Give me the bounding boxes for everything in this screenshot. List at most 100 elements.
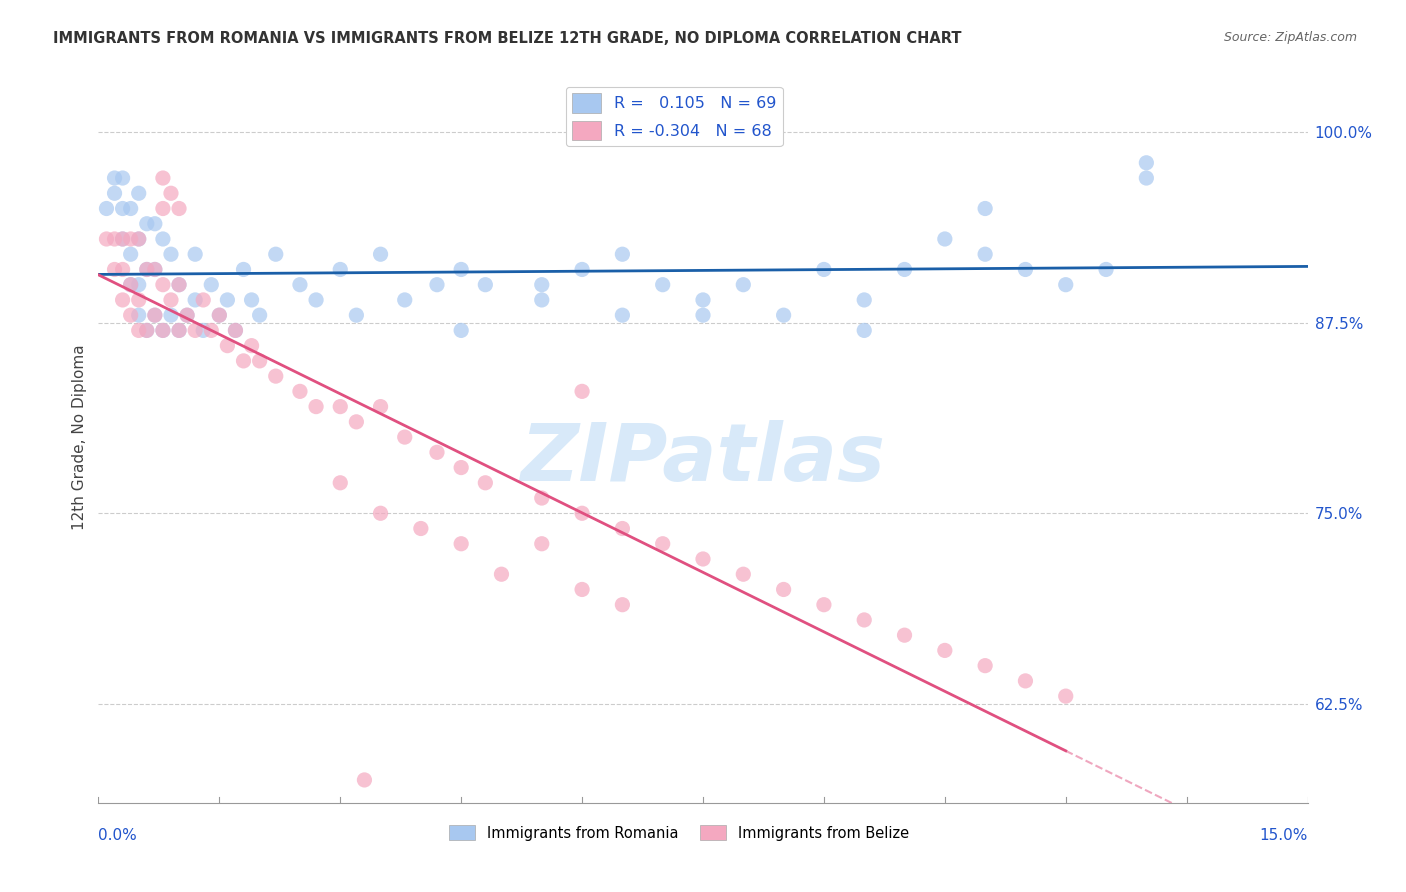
Point: [329, 262, 352, 277]
Point: [450, 262, 472, 277]
Point: [733, 567, 755, 582]
Point: [193, 323, 215, 337]
Point: [450, 323, 472, 337]
Point: [217, 339, 239, 353]
Point: [224, 323, 246, 337]
Point: [160, 308, 183, 322]
Point: [370, 506, 392, 520]
Point: [111, 232, 134, 246]
Point: [288, 384, 311, 399]
Point: [111, 293, 134, 307]
Point: [160, 186, 183, 201]
Point: [474, 277, 496, 292]
Point: [813, 598, 835, 612]
Point: [184, 293, 207, 307]
Point: [224, 323, 246, 337]
Point: [120, 247, 142, 261]
Point: [571, 384, 593, 399]
Point: [394, 430, 416, 444]
Point: [612, 522, 634, 536]
Point: [208, 308, 231, 322]
Point: [200, 323, 222, 337]
Point: [176, 308, 198, 322]
Point: [974, 658, 997, 673]
Point: [264, 369, 287, 384]
Point: [143, 308, 166, 322]
Point: [394, 293, 416, 307]
Point: [232, 354, 254, 368]
Point: [143, 217, 166, 231]
Point: [167, 277, 190, 292]
Point: [217, 293, 239, 307]
Point: [934, 232, 956, 246]
Text: ZIPatlas: ZIPatlas: [520, 420, 886, 498]
Point: [733, 277, 755, 292]
Point: [530, 491, 553, 505]
Point: [128, 308, 150, 322]
Point: [128, 186, 150, 201]
Point: [208, 308, 231, 322]
Point: [1135, 171, 1157, 186]
Point: [111, 202, 134, 216]
Point: [288, 277, 311, 292]
Point: [240, 339, 263, 353]
Point: [1014, 262, 1036, 277]
Point: [1135, 156, 1157, 170]
Point: [530, 293, 553, 307]
Point: [200, 277, 222, 292]
Point: [571, 262, 593, 277]
Point: [160, 293, 183, 307]
Point: [651, 277, 673, 292]
Point: [530, 537, 553, 551]
Point: [120, 308, 142, 322]
Point: [370, 400, 392, 414]
Point: [344, 415, 367, 429]
Point: [103, 232, 125, 246]
Text: Source: ZipAtlas.com: Source: ZipAtlas.com: [1223, 31, 1357, 45]
Point: [167, 323, 190, 337]
Point: [176, 308, 198, 322]
Point: [1095, 262, 1118, 277]
Point: [128, 232, 150, 246]
Point: [1054, 689, 1077, 703]
Point: [692, 293, 714, 307]
Point: [571, 506, 593, 520]
Point: [409, 522, 432, 536]
Point: [772, 582, 794, 597]
Point: [426, 445, 449, 459]
Text: IMMIGRANTS FROM ROMANIA VS IMMIGRANTS FROM BELIZE 12TH GRADE, NO DIPLOMA CORRELA: IMMIGRANTS FROM ROMANIA VS IMMIGRANTS FR…: [53, 31, 962, 46]
Point: [772, 308, 794, 322]
Point: [692, 552, 714, 566]
Point: [305, 293, 328, 307]
Point: [167, 202, 190, 216]
Point: [651, 537, 673, 551]
Point: [853, 613, 876, 627]
Text: 15.0%: 15.0%: [1260, 828, 1308, 843]
Point: [612, 247, 634, 261]
Point: [135, 262, 157, 277]
Point: [152, 232, 174, 246]
Point: [120, 277, 142, 292]
Point: [120, 202, 142, 216]
Point: [853, 323, 876, 337]
Point: [893, 262, 915, 277]
Point: [184, 323, 207, 337]
Point: [128, 293, 150, 307]
Point: [692, 308, 714, 322]
Point: [450, 460, 472, 475]
Point: [167, 277, 190, 292]
Y-axis label: 12th Grade, No Diploma: 12th Grade, No Diploma: [72, 344, 87, 530]
Point: [103, 186, 125, 201]
Point: [426, 277, 449, 292]
Point: [152, 202, 174, 216]
Point: [135, 323, 157, 337]
Point: [128, 232, 150, 246]
Legend: R =   0.105   N = 69, R = -0.304   N = 68: R = 0.105 N = 69, R = -0.304 N = 68: [565, 87, 783, 146]
Point: [264, 247, 287, 261]
Point: [474, 475, 496, 490]
Point: [344, 308, 367, 322]
Point: [571, 582, 593, 597]
Point: [974, 202, 997, 216]
Text: 0.0%: 0.0%: [98, 828, 138, 843]
Point: [128, 277, 150, 292]
